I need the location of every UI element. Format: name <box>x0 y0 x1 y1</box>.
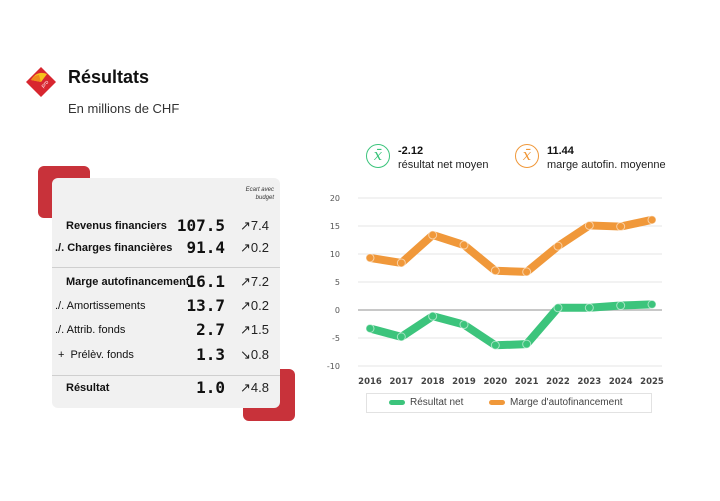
row-value: 107.5 <box>176 216 225 235</box>
y-tick-label: -10 <box>327 362 340 371</box>
data-point <box>396 258 406 268</box>
deviation-header-line2: budget <box>255 195 274 201</box>
mean-icon: x̄ <box>366 144 390 168</box>
page-title: Résultats <box>68 67 150 87</box>
x-tick-label: 2024 <box>609 377 633 387</box>
x-tick-label: 2023 <box>577 377 601 387</box>
data-point <box>616 222 626 232</box>
x-tick-label: 2021 <box>515 377 539 387</box>
data-point <box>647 215 657 225</box>
logo-icon: pro <box>26 67 56 97</box>
stat-value: 11.44 <box>547 145 574 157</box>
x-tick-label: 2022 <box>546 377 570 387</box>
y-tick-label: 20 <box>330 194 340 203</box>
x-tick-label: 2018 <box>421 377 445 387</box>
stat-value: -2.12 <box>398 145 424 157</box>
data-point <box>584 303 594 313</box>
legend-swatch-orange <box>489 399 505 405</box>
data-point <box>584 220 594 230</box>
table-row-marge: Marge autofinancement 16.1 ↗7.2 <box>52 272 280 294</box>
row-label: ./. Amortissements <box>55 300 146 312</box>
row-value: 1.0 <box>196 378 225 397</box>
data-point <box>522 339 532 349</box>
row-label: + Prélèv. fonds <box>58 349 134 361</box>
row-value: 16.1 <box>186 272 225 291</box>
x-tick-label: 2017 <box>389 377 413 387</box>
data-point <box>459 320 469 330</box>
x-tick-label: 2016 <box>358 377 382 387</box>
y-tick-label: -5 <box>332 334 340 343</box>
page-subtitle: En millions de CHF <box>68 101 180 116</box>
mean-icon: x̄ <box>515 144 539 168</box>
table-row-resultat: Résultat 1.0 ↗4.8 <box>52 378 280 400</box>
y-tick-label: 10 <box>330 250 340 259</box>
table-row-prelev: + Prélèv. fonds 1.3 ↘0.8 <box>52 345 280 367</box>
data-point <box>647 299 657 309</box>
data-point <box>428 230 438 240</box>
table-row-charges: ./. Charges financières 91.4 ↗0.2 <box>52 238 280 260</box>
legend-item-resultat: Résultat net <box>389 397 463 408</box>
row-deviation: ↗1.5 <box>240 322 269 337</box>
row-deviation: ↘0.8 <box>240 347 269 362</box>
y-tick-label: 15 <box>330 222 340 231</box>
stat-label: marge autofin. moyenne <box>547 159 666 171</box>
table-divider <box>52 267 280 268</box>
data-point <box>522 267 532 277</box>
row-label: ./. Attrib. fonds <box>55 324 126 336</box>
y-tick-label: 5 <box>335 278 340 287</box>
data-point <box>365 323 375 333</box>
table-row-attrib: ./. Attrib. fonds 2.7 ↗1.5 <box>52 320 280 342</box>
series-line <box>366 300 656 350</box>
data-point <box>490 266 500 276</box>
row-label: Revenus financiers <box>66 220 167 232</box>
row-value: 91.4 <box>186 238 225 257</box>
results-table-card: Ecart avec budget Revenus financiers 107… <box>52 178 280 408</box>
x-tick-label: 2019 <box>452 377 476 387</box>
stat-label: résultat net moyen <box>398 159 489 171</box>
data-point <box>459 240 469 250</box>
data-point <box>490 340 500 350</box>
legend-item-marge: Marge d'autofinancement <box>489 397 623 408</box>
y-tick-label: 0 <box>335 306 340 315</box>
row-deviation: ↗0.2 <box>240 240 269 255</box>
data-point <box>365 253 375 263</box>
x-tick-label: 2020 <box>483 377 507 387</box>
row-deviation: ↗7.2 <box>240 274 269 289</box>
data-point <box>553 241 563 251</box>
table-row-revenus: Revenus financiers 107.5 ↗7.4 <box>52 216 280 238</box>
deviation-header: Ecart avec budget <box>246 186 274 202</box>
series-line <box>366 215 656 276</box>
data-point <box>396 332 406 342</box>
data-point <box>428 311 438 321</box>
data-point <box>553 303 563 313</box>
legend-swatch-green <box>389 399 405 405</box>
row-label: ./. Charges financières <box>55 242 173 254</box>
legend-label: Résultat net <box>410 397 464 408</box>
row-deviation: ↗4.8 <box>240 380 269 395</box>
row-deviation: ↗0.2 <box>240 298 269 313</box>
table-divider <box>52 375 280 376</box>
row-value: 1.3 <box>196 345 225 364</box>
legend-label: Marge d'autofinancement <box>510 397 623 408</box>
row-deviation: ↗7.4 <box>240 218 269 233</box>
table-row-amortissements: ./. Amortissements 13.7 ↗0.2 <box>52 296 280 318</box>
row-label: Résultat <box>66 382 110 394</box>
data-point <box>616 301 626 311</box>
row-label: Marge autofinancement <box>66 276 190 288</box>
line-chart: 20 15 10 5 0 -5 -10 2016 2017 2018 2019 2020 2021 202… <box>327 194 664 387</box>
row-value: 13.7 <box>186 296 225 315</box>
chart-legend: Résultat net Marge d'autofinancement <box>366 393 652 413</box>
x-tick-label: 2025 <box>640 377 664 387</box>
deviation-header-line1: Ecart avec <box>245 187 274 193</box>
row-value: 2.7 <box>196 320 225 339</box>
svg-text:pro: pro <box>40 79 50 89</box>
